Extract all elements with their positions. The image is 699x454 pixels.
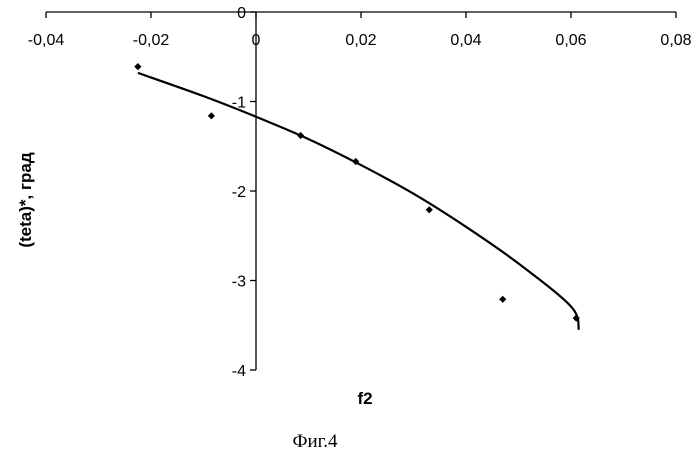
x-tick-label: 0,04: [450, 32, 481, 49]
trendline: [138, 73, 579, 330]
y-axis-title: (teta)*, град: [16, 152, 35, 248]
y-axis: 0-1-2-3-4: [232, 5, 256, 380]
x-tick-label: 0,06: [555, 32, 586, 49]
figure-caption: Фиг.4: [292, 431, 338, 452]
y-ticks: 0-1-2-3-4: [232, 5, 256, 380]
x-tick-label: -0,04: [28, 32, 65, 49]
y-tick-label: -3: [232, 274, 246, 291]
y-tick-label: -4: [232, 363, 246, 380]
x-tick-label: 0,02: [345, 32, 376, 49]
x-axis: -0,04-0,0200,020,040,060,08: [28, 12, 692, 49]
y-tick-label: 0: [237, 5, 246, 22]
data-points: [134, 63, 580, 322]
data-point: [426, 206, 433, 213]
data-point: [297, 132, 304, 139]
x-tick-label: 0,08: [660, 32, 691, 49]
data-point: [134, 63, 141, 70]
x-ticks: -0,04-0,0200,020,040,060,08: [28, 12, 692, 49]
x-tick-label: -0,02: [133, 32, 170, 49]
data-point: [208, 112, 215, 119]
x-axis-title: f2: [357, 389, 372, 408]
y-tick-label: -2: [232, 184, 246, 201]
data-point: [499, 296, 506, 303]
